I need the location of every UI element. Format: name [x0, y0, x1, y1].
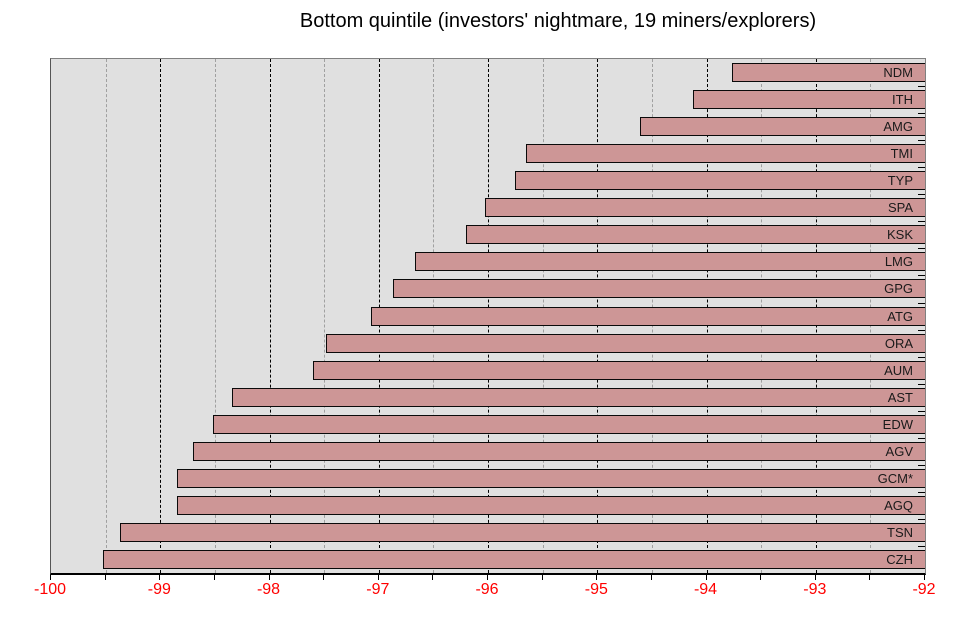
- bar-label-GPG: GPG: [884, 281, 913, 297]
- right-axis-tick: [918, 383, 925, 385]
- x-axis-tick--93.5: [760, 575, 762, 580]
- bar-ITH: ITH: [693, 90, 925, 110]
- bar-label-TMI: TMI: [890, 146, 913, 162]
- x-axis-tick--92.5: [869, 575, 871, 580]
- x-axis-label--95: -95: [584, 581, 608, 598]
- right-axis-tick: [918, 545, 925, 547]
- bar-label-AUM: AUM: [884, 362, 913, 378]
- bar-label-ATG: ATG: [887, 308, 913, 324]
- bar-label-AST: AST: [887, 389, 913, 405]
- bar-AGQ: AGQ: [176, 495, 925, 515]
- right-axis-tick: [918, 140, 925, 142]
- right-axis-tick: [918, 113, 925, 115]
- bar-label-TSN: TSN: [887, 524, 913, 540]
- x-axis-tick--93: [814, 575, 816, 580]
- x-axis-tick--97.5: [323, 575, 325, 580]
- right-axis-tick: [918, 410, 925, 412]
- bar-TSN: TSN: [119, 522, 925, 542]
- x-axis-tick--97: [377, 575, 379, 580]
- x-axis-tick--96: [487, 575, 488, 580]
- bar-SPA: SPA: [484, 198, 925, 218]
- x-axis-label--92: -92: [912, 581, 936, 598]
- bar-label-AGV: AGV: [885, 443, 913, 459]
- x-axis-tick--99.5: [104, 575, 106, 580]
- bar-ATG: ATG: [371, 306, 925, 326]
- bar-label-AGQ: AGQ: [884, 497, 913, 513]
- x-axis-tick--98: [268, 575, 270, 580]
- bar-AMG: AMG: [639, 117, 925, 137]
- x-axis-tick--99: [159, 575, 161, 580]
- gridline-minor--98.5: [214, 59, 216, 573]
- bar-label-ORA: ORA: [884, 335, 913, 351]
- bar-label-ITH: ITH: [892, 92, 913, 108]
- x-axis-tick--98.5: [213, 575, 215, 580]
- bar-AGV: AGV: [193, 441, 925, 461]
- right-axis-tick: [918, 464, 925, 466]
- right-axis-tick: [918, 437, 925, 439]
- right-axis-tick: [918, 248, 925, 250]
- x-axis-label--94: -94: [693, 581, 718, 598]
- right-axis-tick: [918, 275, 925, 277]
- bar-label-AMG: AMG: [883, 119, 913, 135]
- right-axis-tick: [918, 221, 925, 223]
- x-axis-label--98: -98: [256, 581, 281, 598]
- bar-label-TYP: TYP: [887, 173, 913, 189]
- bar-EDW: EDW: [212, 414, 925, 434]
- x-axis-tick--92: [924, 575, 925, 580]
- gridline-major--99: [160, 59, 162, 573]
- bar-label-GCM: GCM*: [877, 470, 913, 486]
- gridline-minor--97.5: [324, 59, 326, 573]
- x-axis-label--93: -93: [803, 581, 827, 598]
- x-axis-label--97: -97: [366, 581, 390, 598]
- x-axis-label--100: -100: [33, 581, 67, 598]
- x-axis-tick--94.5: [650, 575, 652, 580]
- bar-NDM: NDM: [731, 63, 925, 82]
- x-axis-tick--96.5: [432, 575, 434, 580]
- right-axis-tick: [918, 491, 925, 493]
- x-axis-tick--100: [50, 575, 51, 580]
- right-axis-tick: [918, 329, 925, 331]
- right-axis-tick: [918, 86, 925, 88]
- x-axis-label--96: -96: [475, 581, 499, 598]
- right-axis-tick: [918, 356, 925, 358]
- bar-CZH: CZH: [103, 550, 925, 569]
- bar-AST: AST: [232, 387, 925, 407]
- gridline-minor--99.5: [105, 59, 107, 573]
- bar-label-LMG: LMG: [884, 254, 913, 270]
- x-axis-tick--94: [705, 575, 707, 580]
- chart-title: Bottom quintile (investors' nightmare, 1…: [299, 10, 817, 32]
- bar-LMG: LMG: [414, 252, 925, 272]
- bar-GPG: GPG: [393, 279, 925, 299]
- x-axis-tick--95: [596, 575, 598, 580]
- right-axis-tick: [918, 167, 925, 169]
- gridline-major--98: [269, 59, 271, 573]
- plot-area: NDM ITH AMG TMI TYP SPA KSK LMG GPG ATG ORA AUM AST E…: [50, 58, 926, 575]
- right-axis-tick: [918, 302, 925, 304]
- bar-TMI: TMI: [526, 144, 925, 164]
- bar-label-NDM: NDM: [883, 65, 913, 80]
- bar-TYP: TYP: [515, 171, 925, 191]
- right-axis-tick: [918, 518, 925, 520]
- bar-label-EDW: EDW: [882, 416, 913, 432]
- bar-label-CZH: CZH: [886, 552, 913, 567]
- right-axis-tick: [918, 194, 925, 196]
- bar-GCM: GCM*: [176, 468, 925, 488]
- x-axis-label--99: -99: [147, 581, 171, 598]
- bar-AUM: AUM: [313, 360, 925, 380]
- x-axis-tick--95.5: [541, 575, 543, 580]
- bar-KSK: KSK: [466, 225, 925, 245]
- bar-label-SPA: SPA: [887, 200, 913, 216]
- bar-ORA: ORA: [326, 333, 925, 353]
- bar-label-KSK: KSK: [886, 227, 913, 243]
